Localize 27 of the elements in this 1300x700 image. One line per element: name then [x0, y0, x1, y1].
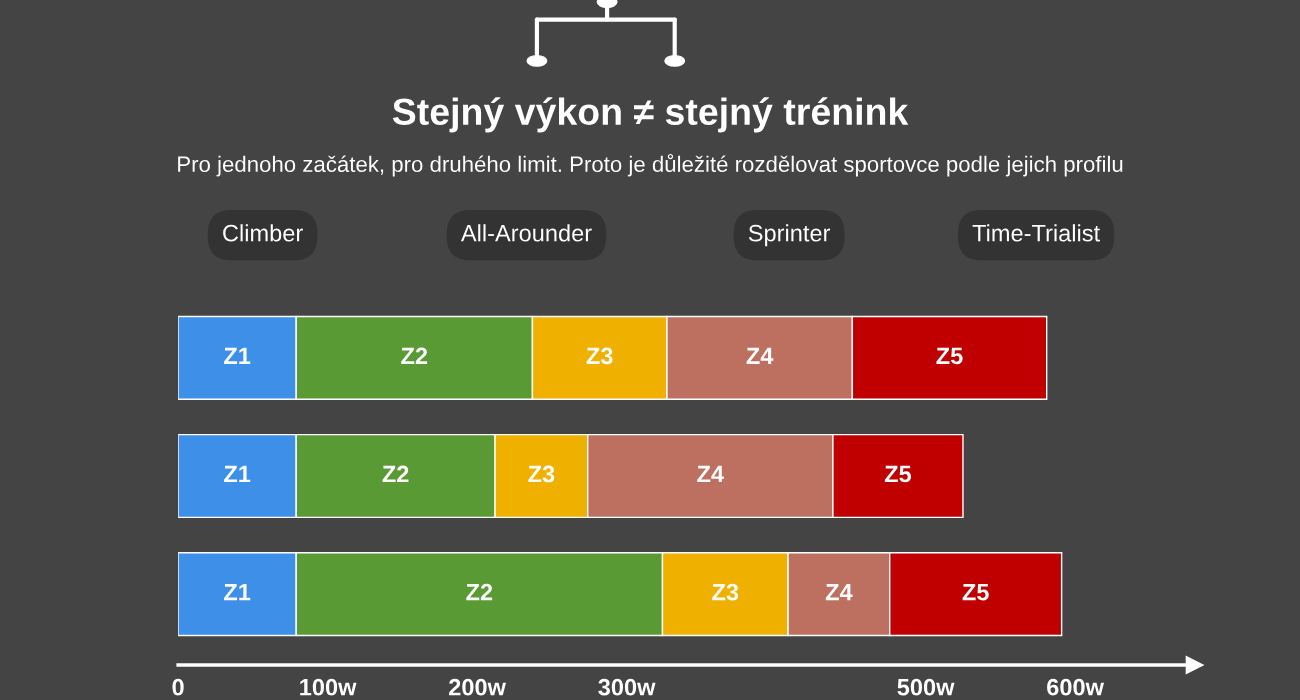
series-label: Z5 [884, 465, 912, 483]
x-tick-label: 600w [1047, 678, 1105, 696]
x-tick-label: 0 [172, 678, 184, 696]
chart-title: Stejný výkon ≠ stejný trénink [392, 97, 909, 133]
series-label: Z3 [528, 465, 555, 483]
text: Z1 [224, 347, 251, 364]
text: Z5 [962, 583, 989, 601]
text: Z2 [401, 347, 428, 364]
series-label: Z4 [697, 465, 724, 483]
text: Z3 [712, 583, 739, 601]
x-tick-label: 300w [598, 678, 656, 696]
text: Z2 [466, 583, 493, 601]
chart-subtitle: Pro jednoho začátek, pro druhého limit. Proto je důležité rozdělovat sportovce podle jejich profilu [178, 153, 1123, 177]
text: Sprinter [748, 224, 831, 247]
x-tick-label: 500w [897, 678, 955, 696]
text: All-Arounder [460, 224, 592, 242]
series-label: Z2 [382, 465, 409, 483]
series-label: Z1 [224, 465, 251, 483]
text: Z5 [936, 347, 963, 365]
text: Z1 [224, 583, 251, 601]
x-tick-label: 100w [300, 678, 357, 696]
text: Climber [223, 224, 303, 242]
x-tick-label: 200w [449, 678, 507, 696]
text: Z4 [746, 347, 774, 364]
text: Time-Trialist [972, 224, 1100, 242]
text: Z4 [825, 583, 853, 601]
text: Z3 [586, 347, 613, 365]
